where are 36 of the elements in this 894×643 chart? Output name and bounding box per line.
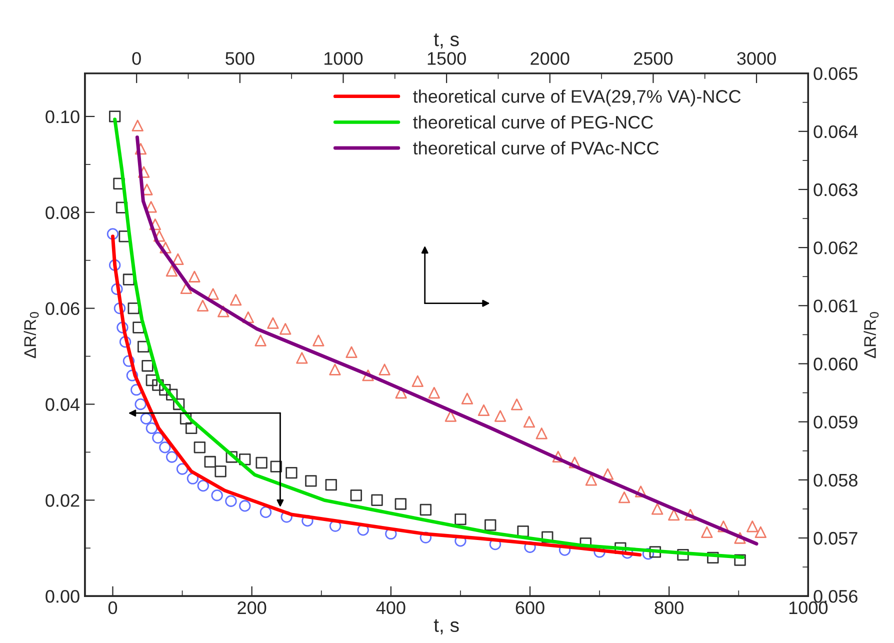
x-tick-label: 500: [226, 52, 254, 65]
legend-label: theoretical curve of EVA(29,7% VA)-NCC: [413, 90, 741, 106]
y-tick-label: 0.02: [46, 494, 80, 507]
x-tick-label: 0: [108, 601, 118, 614]
y-tick-label: 0.00: [46, 590, 80, 603]
y-tick-label: 0.059: [814, 416, 858, 429]
x-tick-label: 1000: [789, 601, 828, 614]
y-axis-title: ΔR/R$_{0}$: [864, 312, 879, 358]
x-tick-label: 400: [376, 601, 406, 614]
x-tick-label: 3000: [737, 52, 776, 65]
y-tick-label: 0.064: [814, 125, 858, 138]
y-tick-label: 0.04: [46, 398, 80, 411]
x-tick-label: 0: [132, 52, 141, 65]
y-tick-label: 0.056: [814, 590, 858, 603]
x-tick-label: 2000: [530, 52, 570, 65]
x-tick-label: 1000: [324, 52, 363, 65]
y-tick-label: 0.06: [46, 302, 80, 316]
legend-label: theoretical curve of PVAc-NCC: [413, 141, 659, 155]
y-tick-label: 0.061: [814, 300, 858, 312]
x-tick-label: 800: [654, 601, 684, 614]
y-tick-label: 0.060: [814, 358, 858, 370]
y-tick-label: 0.063: [814, 183, 858, 196]
x-axis-title: t, s: [434, 33, 459, 49]
x-tick-label: 1500: [428, 52, 466, 65]
y-tick-label: 0.08: [46, 206, 80, 220]
y-tick-label: 0.065: [814, 67, 858, 80]
y-tick-label: 0.058: [814, 474, 858, 487]
legend-label: theoretical curve of PEG-NCC: [413, 115, 653, 129]
y-tick-label: 0.10: [46, 110, 80, 124]
x-tick-label: 600: [516, 601, 544, 614]
y-tick-label: 0.062: [814, 241, 858, 254]
x-tick-label: 2500: [634, 52, 673, 65]
y-tick-label: 0.057: [814, 532, 858, 545]
y-axis-title: ΔR/R$_{0}$: [24, 312, 39, 358]
x-axis-title: t, s: [434, 619, 459, 634]
x-tick-label: 200: [238, 601, 266, 614]
